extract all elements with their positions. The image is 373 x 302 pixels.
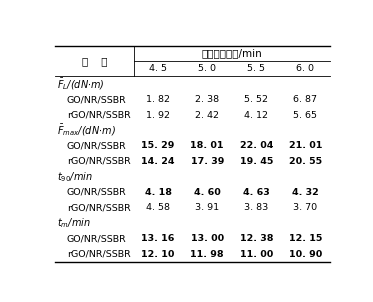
- Text: 10. 90: 10. 90: [289, 249, 322, 259]
- Text: 12. 10: 12. 10: [141, 249, 175, 259]
- Text: 5. 52: 5. 52: [244, 95, 268, 104]
- Text: 6. 0: 6. 0: [297, 64, 314, 73]
- Text: 1. 92: 1. 92: [146, 111, 170, 120]
- Text: $\bar{F}_{L}$/(dN$\cdot$m): $\bar{F}_{L}$/(dN$\cdot$m): [57, 76, 104, 92]
- Text: 4. 5: 4. 5: [149, 64, 167, 73]
- Text: 21. 01: 21. 01: [289, 141, 322, 150]
- Text: GO/NR/SSBR: GO/NR/SSBR: [67, 141, 126, 150]
- Text: $t_{m}$/min: $t_{m}$/min: [57, 216, 91, 230]
- Text: 11. 98: 11. 98: [190, 249, 224, 259]
- Text: rGO/NR/SSBR: rGO/NR/SSBR: [67, 203, 131, 212]
- Text: 3. 70: 3. 70: [293, 203, 317, 212]
- Text: 5. 5: 5. 5: [247, 64, 265, 73]
- Text: 11. 00: 11. 00: [240, 249, 273, 259]
- Text: 19. 45: 19. 45: [239, 157, 273, 166]
- Text: 项    目: 项 目: [82, 56, 107, 66]
- Text: 12. 38: 12. 38: [239, 234, 273, 243]
- Text: rGO/NR/SSBR: rGO/NR/SSBR: [67, 111, 131, 120]
- Text: 22. 04: 22. 04: [239, 141, 273, 150]
- Text: 17. 39: 17. 39: [191, 157, 224, 166]
- Text: 4. 18: 4. 18: [145, 188, 172, 197]
- Text: rGO/NR/SSBR: rGO/NR/SSBR: [67, 157, 131, 166]
- Text: 15. 29: 15. 29: [141, 141, 175, 150]
- Text: $t_{90}$/min: $t_{90}$/min: [57, 170, 93, 184]
- Text: 4. 58: 4. 58: [146, 203, 170, 212]
- Text: GO/NR/SSBR: GO/NR/SSBR: [67, 188, 126, 197]
- Text: 4. 12: 4. 12: [244, 111, 268, 120]
- Text: 3. 83: 3. 83: [244, 203, 269, 212]
- Text: 6. 87: 6. 87: [294, 95, 317, 104]
- Text: 4. 63: 4. 63: [243, 188, 270, 197]
- Text: 14. 24: 14. 24: [141, 157, 175, 166]
- Text: 18. 01: 18. 01: [191, 141, 224, 150]
- Text: 13. 16: 13. 16: [141, 234, 175, 243]
- Text: $\bar{F}_{max}$/(dN$\cdot$m): $\bar{F}_{max}$/(dN$\cdot$m): [57, 123, 116, 138]
- Text: 2. 38: 2. 38: [195, 95, 219, 104]
- Text: rGO/NR/SSBR: rGO/NR/SSBR: [67, 249, 131, 259]
- Text: 5. 65: 5. 65: [294, 111, 317, 120]
- Text: 3. 91: 3. 91: [195, 203, 219, 212]
- Text: 2. 42: 2. 42: [195, 111, 219, 120]
- Text: GO/NR/SSBR: GO/NR/SSBR: [67, 95, 126, 104]
- Text: 12. 15: 12. 15: [289, 234, 322, 243]
- Text: 1. 82: 1. 82: [146, 95, 170, 104]
- Text: 13. 00: 13. 00: [191, 234, 224, 243]
- Text: 5. 0: 5. 0: [198, 64, 216, 73]
- Text: 4. 32: 4. 32: [292, 188, 319, 197]
- Text: 一段混炼时间/min: 一段混炼时间/min: [201, 48, 262, 58]
- Text: 4. 60: 4. 60: [194, 188, 220, 197]
- Text: 20. 55: 20. 55: [289, 157, 322, 166]
- Text: GO/NR/SSBR: GO/NR/SSBR: [67, 234, 126, 243]
